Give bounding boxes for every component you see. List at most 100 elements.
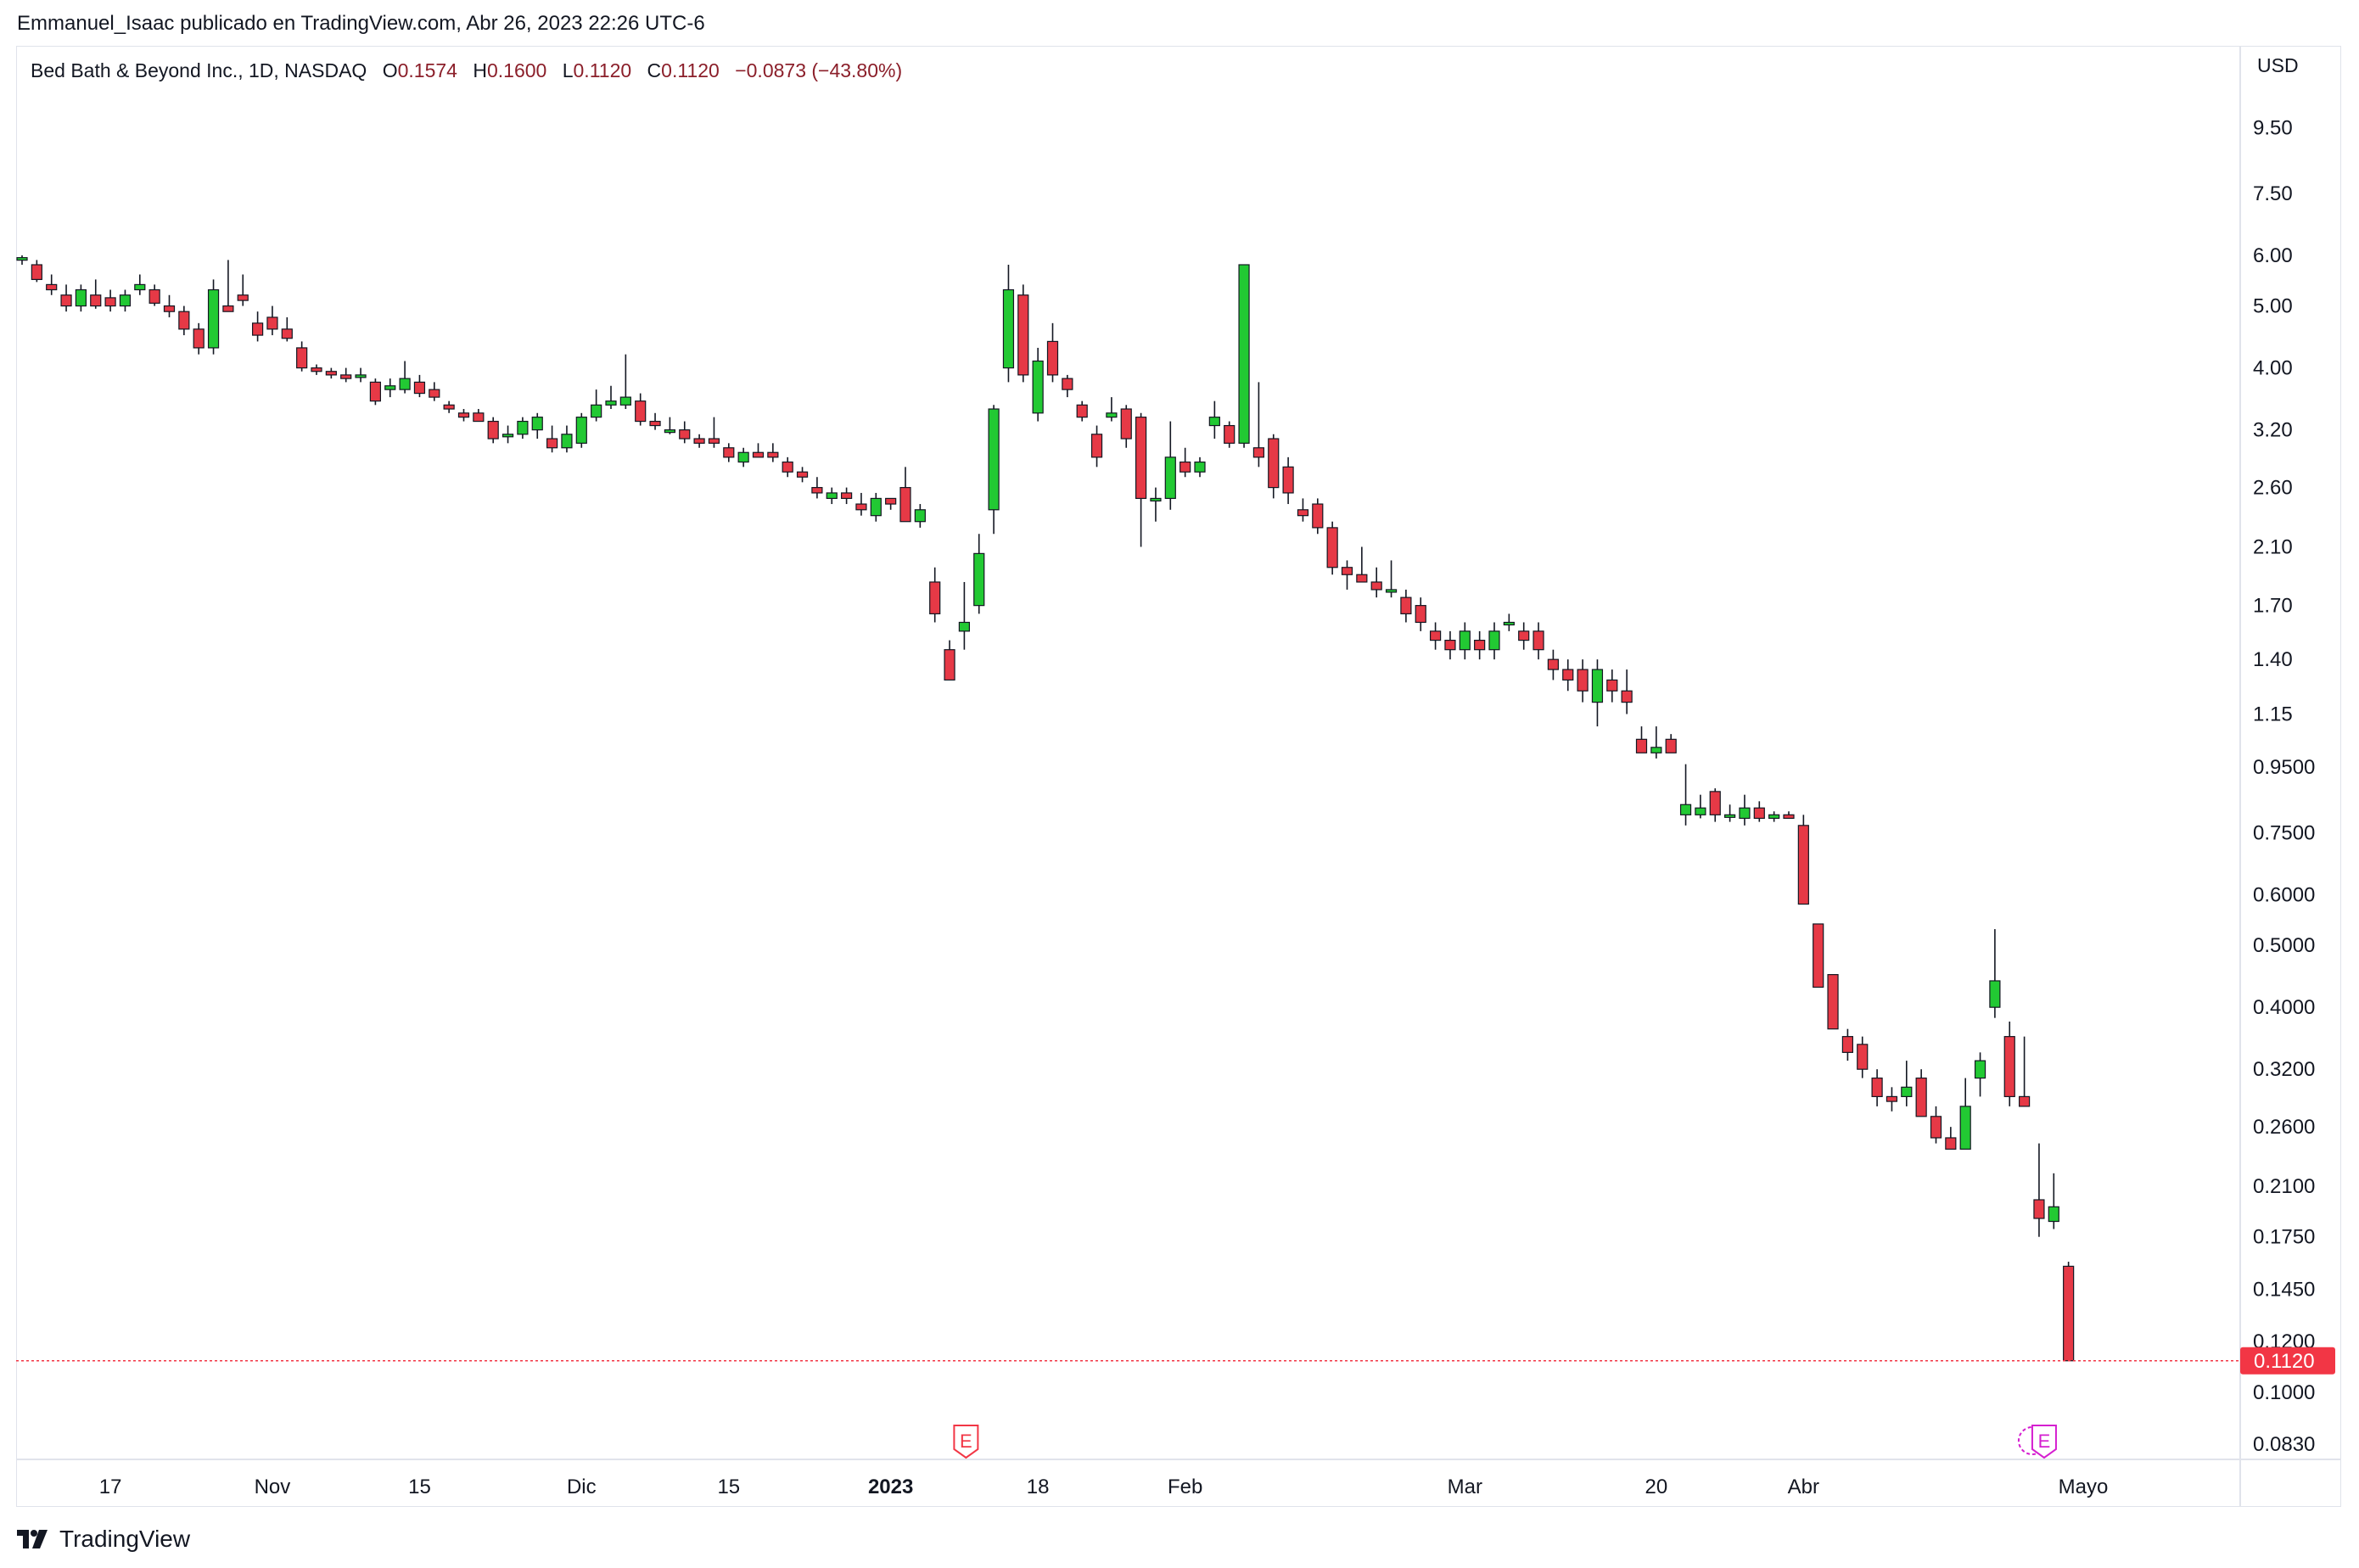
candle-body bbox=[870, 497, 882, 517]
candle-body bbox=[487, 420, 499, 440]
y-tick-label: 0.1750 bbox=[2253, 1226, 2315, 1249]
candle-body bbox=[546, 438, 558, 449]
candle bbox=[252, 311, 264, 342]
y-tick-label: 6.00 bbox=[2253, 244, 2293, 267]
candle bbox=[90, 279, 102, 309]
candle bbox=[399, 361, 411, 394]
candle bbox=[148, 284, 160, 306]
x-tick-label: Feb bbox=[1168, 1476, 1202, 1498]
y-tick-label: 1.40 bbox=[2253, 648, 2293, 671]
candle bbox=[1857, 1036, 1869, 1078]
last-price-layer: 0.1120 bbox=[16, 1347, 2335, 1375]
candle bbox=[16, 255, 28, 266]
candle bbox=[1385, 560, 1398, 598]
candle-body bbox=[1547, 658, 1560, 670]
candle bbox=[708, 417, 720, 448]
candle bbox=[1180, 447, 1191, 478]
chart-frame[interactable] bbox=[16, 46, 2341, 1507]
candle bbox=[1459, 622, 1471, 660]
candle bbox=[473, 409, 485, 423]
earnings-event-icon: E bbox=[953, 1425, 979, 1459]
candle bbox=[60, 284, 72, 312]
candle bbox=[1326, 521, 1338, 575]
candle bbox=[796, 467, 809, 483]
candle-body bbox=[840, 492, 853, 500]
candle bbox=[1356, 546, 1368, 583]
candle bbox=[1577, 659, 1589, 703]
candle-body bbox=[605, 400, 617, 406]
earnings-badge-shape bbox=[2031, 1425, 2057, 1459]
candle bbox=[1753, 801, 1765, 822]
earnings-label: E bbox=[960, 1431, 972, 1452]
candle bbox=[531, 412, 543, 440]
candle-body bbox=[1709, 791, 1721, 815]
candle bbox=[1252, 382, 1265, 468]
candle bbox=[767, 443, 779, 462]
candle-body bbox=[413, 381, 426, 395]
candle-body bbox=[635, 400, 647, 423]
candle bbox=[1974, 1052, 1986, 1097]
candle-body bbox=[1577, 669, 1589, 692]
candle bbox=[1621, 669, 1633, 714]
candle-body bbox=[1076, 404, 1088, 418]
candle bbox=[369, 378, 381, 406]
candle-body bbox=[1356, 574, 1368, 583]
candle-body bbox=[1135, 417, 1147, 500]
candle bbox=[2019, 1036, 2031, 1107]
candle bbox=[1783, 811, 1795, 820]
candle bbox=[2063, 1262, 2075, 1362]
y-tick-label: 0.3200 bbox=[2253, 1058, 2315, 1081]
candle bbox=[1930, 1106, 1942, 1144]
currency-label[interactable]: USD bbox=[2257, 54, 2299, 76]
y-tick-label: 2.10 bbox=[2253, 535, 2293, 558]
candle-body bbox=[325, 371, 337, 376]
candle bbox=[929, 567, 941, 623]
candle bbox=[782, 456, 793, 478]
candle bbox=[178, 305, 190, 336]
candle-body bbox=[1562, 669, 1574, 681]
candle-body bbox=[649, 420, 661, 427]
candle bbox=[31, 260, 42, 283]
candle bbox=[914, 504, 926, 528]
candle bbox=[737, 447, 749, 468]
candle bbox=[605, 385, 617, 410]
candle-body bbox=[1797, 825, 1809, 905]
candle bbox=[163, 294, 176, 317]
candle bbox=[75, 284, 87, 312]
candle-body bbox=[1871, 1077, 1883, 1098]
candle-body bbox=[782, 461, 793, 473]
candle-body bbox=[752, 451, 765, 458]
candle-body bbox=[1518, 630, 1530, 641]
candle bbox=[1268, 434, 1280, 499]
candle bbox=[1959, 1078, 1971, 1150]
low-label: L bbox=[562, 59, 574, 81]
candle bbox=[885, 497, 897, 510]
y-tick-label: 4.00 bbox=[2253, 357, 2293, 380]
candle-body bbox=[1827, 974, 1839, 1030]
candle bbox=[1827, 974, 1839, 1030]
candle bbox=[222, 260, 234, 312]
x-tick-label: 2023 bbox=[868, 1476, 913, 1498]
candle bbox=[1224, 421, 1236, 448]
ohlc-legend: Bed Bath & Beyond Inc., 1D, NASDAQ O0.15… bbox=[31, 59, 902, 82]
candle bbox=[752, 443, 765, 458]
candle bbox=[958, 581, 971, 650]
candle bbox=[413, 374, 426, 398]
candle bbox=[546, 425, 558, 453]
candle-body bbox=[1679, 804, 1692, 815]
footer[interactable]: TradingView bbox=[17, 1526, 190, 1553]
candle bbox=[1135, 412, 1147, 547]
candle-body bbox=[1621, 690, 1633, 703]
candle bbox=[1989, 929, 2001, 1018]
candle-body bbox=[1857, 1044, 1869, 1070]
candle bbox=[1591, 659, 1604, 727]
candle bbox=[1474, 630, 1486, 660]
time-axis: 17 Nov 15 Dic 15 2023 18 Feb Mar 20 Abr Mayo bbox=[99, 1476, 2109, 1498]
candle bbox=[723, 443, 735, 462]
candle bbox=[325, 367, 337, 379]
candle-body bbox=[457, 412, 470, 418]
candle bbox=[870, 492, 882, 522]
candle bbox=[826, 487, 838, 505]
last-price-label: 0.1120 bbox=[2254, 1350, 2315, 1373]
